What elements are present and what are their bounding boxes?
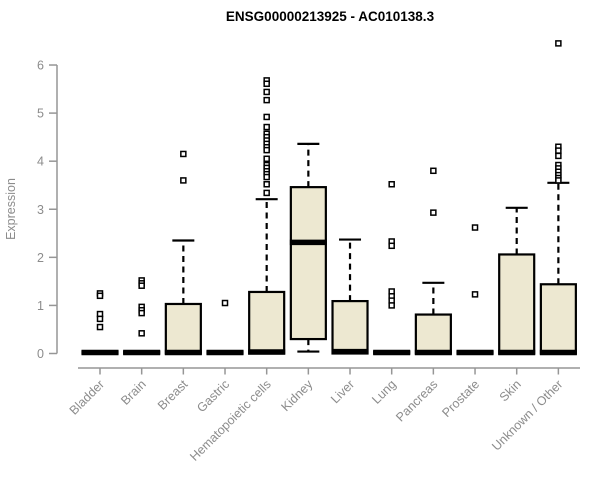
boxplot-gastric bbox=[206, 299, 244, 356]
outlier-point bbox=[430, 209, 437, 216]
boxplot-liver bbox=[331, 238, 369, 355]
outlier-point bbox=[388, 181, 395, 188]
outlier-point bbox=[263, 189, 270, 197]
y-tick-label: 3 bbox=[37, 203, 44, 217]
outlier-point bbox=[263, 113, 270, 121]
outlier-point bbox=[471, 224, 479, 231]
y-tick-label: 2 bbox=[37, 251, 44, 265]
outlier-point bbox=[221, 299, 229, 307]
outlier-point bbox=[430, 167, 437, 175]
outlier-point bbox=[263, 181, 270, 188]
chart-title: ENSG00000213925 - AC010138.3 bbox=[226, 9, 435, 24]
x-tick-label: Kidney bbox=[279, 377, 316, 414]
boxplot-hematopoietic-cells bbox=[248, 77, 286, 355]
iqr-box bbox=[164, 302, 202, 355]
x-tick-label: Liver bbox=[328, 377, 357, 406]
iqr-box bbox=[539, 283, 577, 355]
y-tick-label: 6 bbox=[37, 59, 44, 73]
outlier-point bbox=[555, 152, 562, 160]
boxplot-skin bbox=[498, 206, 536, 356]
x-tick-label: Unknown / Other bbox=[489, 377, 565, 453]
x-tick-label: Bladder bbox=[67, 377, 107, 417]
y-tick-label: 0 bbox=[37, 347, 44, 361]
outlier-point bbox=[263, 155, 270, 163]
y-axis-label: Expression bbox=[4, 178, 18, 240]
outlier-point bbox=[263, 173, 270, 181]
x-tick-label: Hematopoietic cells bbox=[187, 377, 274, 464]
x-tick-label: Breast bbox=[155, 377, 191, 413]
outlier-point bbox=[138, 282, 145, 289]
outlier-point bbox=[96, 315, 104, 323]
outlier-point bbox=[96, 323, 104, 331]
outlier-point bbox=[138, 330, 145, 337]
iqr-box bbox=[498, 253, 536, 355]
outlier-point bbox=[138, 309, 145, 317]
outlier-point bbox=[388, 242, 395, 250]
box-series bbox=[81, 40, 577, 356]
boxplot-brain bbox=[123, 277, 161, 356]
x-tick-label: Prostate bbox=[439, 377, 482, 420]
y-tick-label: 5 bbox=[37, 107, 44, 121]
x-tick-label: Lung bbox=[369, 377, 399, 407]
boxplot-unknown-other bbox=[539, 40, 577, 356]
iqr-box bbox=[248, 290, 286, 355]
outlier-point bbox=[263, 96, 270, 104]
outlier-point bbox=[263, 80, 270, 88]
boxplot-breast bbox=[164, 150, 202, 356]
boxplot-prostate bbox=[456, 224, 494, 356]
outlier-point bbox=[180, 177, 187, 184]
iqr-box bbox=[289, 186, 327, 341]
x-tick-label: Gastric bbox=[194, 377, 232, 415]
iqr-box bbox=[414, 313, 452, 355]
outlier-point bbox=[263, 88, 270, 96]
x-tick-label: Brain bbox=[118, 377, 149, 408]
outlier-point bbox=[263, 123, 270, 131]
outlier-point bbox=[555, 40, 562, 47]
x-tick-label: Skin bbox=[497, 377, 524, 404]
boxplot-pancreas bbox=[414, 167, 452, 356]
outlier-point bbox=[555, 177, 562, 184]
outlier-point bbox=[555, 147, 562, 154]
outlier-point bbox=[388, 302, 395, 309]
outlier-point bbox=[263, 146, 270, 154]
y-tick-label: 1 bbox=[37, 299, 44, 313]
outlier-point bbox=[471, 291, 479, 298]
outlier-point bbox=[96, 292, 104, 300]
y-tick-label: 4 bbox=[37, 155, 44, 169]
x-tick-label: Pancreas bbox=[393, 377, 440, 424]
boxplot-kidney bbox=[289, 142, 327, 353]
iqr-box bbox=[331, 299, 369, 355]
boxplot-bladder bbox=[81, 290, 119, 356]
outlier-point bbox=[180, 150, 187, 158]
boxplot-lung bbox=[373, 181, 411, 356]
